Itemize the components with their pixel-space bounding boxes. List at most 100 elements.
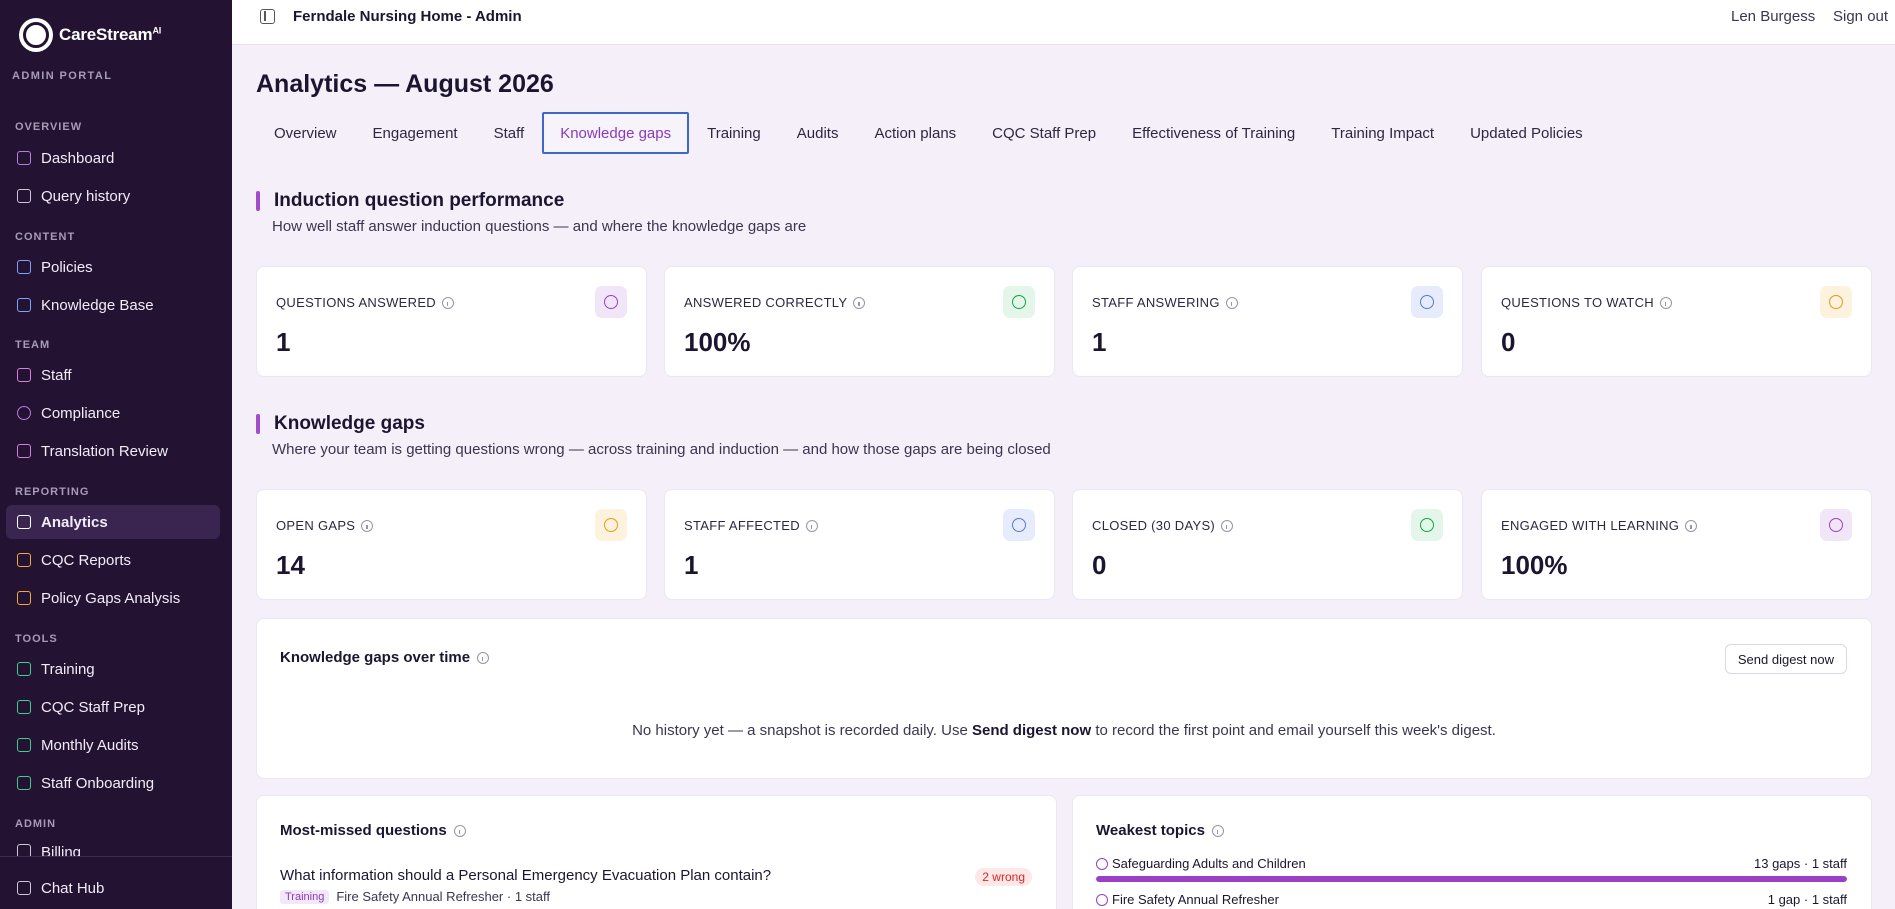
kpi-card-open-gaps: OPEN GAPS 14 (256, 489, 647, 600)
graduation-cap-icon (595, 286, 627, 318)
topic-stat: 13 gaps · 1 staff (1754, 856, 1847, 871)
kpi-label: ANSWERED CORRECTLY (684, 295, 848, 310)
sidebar-item-dashboard[interactable]: Dashboard (6, 141, 220, 175)
brand-suffix: AI (152, 25, 162, 36)
topic-row[interactable]: Safeguarding Adults and Children 13 gaps … (1112, 856, 1847, 871)
gaps-section-subtitle: Where your team is getting questions wro… (272, 441, 1051, 458)
sidebar-item-label: Staff (41, 366, 72, 384)
info-icon[interactable] (853, 296, 866, 309)
gaps-over-time-panel: Knowledge gaps over time Send digest now… (256, 618, 1872, 779)
sidebar-item-knowledge-base[interactable]: Knowledge Base (6, 288, 220, 322)
sidebar-item-translation-review[interactable]: Translation Review (6, 434, 220, 468)
sidebar-item-billing[interactable]: Billing (6, 837, 220, 856)
tab-engagement[interactable]: Engagement (372, 124, 458, 142)
sidebar-item-label: Training (41, 660, 95, 678)
sidebar-item-monthly-audits[interactable]: Monthly Audits (6, 728, 220, 762)
kpi-card-closed-30-days: CLOSED (30 DAYS) 0 (1072, 489, 1463, 600)
tab-action-plans[interactable]: Action plans (874, 124, 957, 142)
graduation-cap-icon (1820, 509, 1852, 541)
sign-out-link[interactable]: Sign out (1833, 8, 1889, 25)
sidebar-item-staff[interactable]: Staff (6, 358, 220, 392)
kpi-card-staff-affected: STAFF AFFECTED 1 (664, 489, 1055, 600)
chat-hub-button[interactable]: Chat Hub (6, 871, 220, 905)
kpi-label: QUESTIONS TO WATCH (1501, 295, 1654, 310)
sidebar-item-label: Monthly Audits (41, 736, 139, 754)
sidebar-item-label: Knowledge Base (41, 296, 154, 314)
sidebar-item-staff-onboarding[interactable]: Staff Onboarding (6, 766, 220, 800)
shield-check-icon (17, 662, 31, 676)
check-circle-icon (17, 406, 31, 420)
info-icon[interactable] (1685, 519, 1698, 532)
tab-effectiveness-of-training[interactable]: Effectiveness of Training (1132, 124, 1296, 142)
send-digest-button[interactable]: Send digest now (1724, 644, 1847, 674)
kpi-label: OPEN GAPS (276, 518, 356, 533)
topic-icon (1096, 894, 1108, 906)
info-icon[interactable] (361, 519, 374, 532)
info-icon[interactable] (453, 824, 466, 837)
kpi-value: 1 (684, 550, 699, 580)
alert-icon (1820, 286, 1852, 318)
check-circle-icon (1003, 286, 1035, 318)
sidebar-item-analytics[interactable]: Analytics (6, 505, 220, 539)
empty-history-message: No history yet — a snapshot is recorded … (257, 722, 1871, 739)
kpi-label: CLOSED (30 DAYS) (1092, 518, 1216, 533)
tab-staff[interactable]: Staff (493, 124, 525, 142)
topic-progress-bar (1096, 876, 1847, 882)
sidebar-item-label: Billing (41, 844, 82, 856)
kpi-card-questions-answered: QUESTIONS ANSWERED 1 (256, 266, 647, 377)
info-icon[interactable] (1225, 296, 1238, 309)
users-icon (1411, 286, 1443, 318)
sidebar-item-label: Staff Onboarding (41, 774, 155, 792)
info-icon[interactable] (1211, 824, 1224, 837)
kpi-label: STAFF ANSWERING (1092, 295, 1220, 310)
sidebar-toggle-icon[interactable] (260, 9, 275, 24)
check-circle-icon (1411, 509, 1443, 541)
topic-icon (1096, 858, 1108, 870)
sidebar-item-policies[interactable]: Policies (6, 250, 220, 284)
tab-overview[interactable]: Overview (274, 124, 337, 142)
sidebar-item-cqc-reports[interactable]: CQC Reports (6, 543, 220, 577)
tab-knowledge-gaps[interactable]: Knowledge gaps (542, 112, 690, 154)
tab-updated-policies[interactable]: Updated Policies (1470, 124, 1583, 142)
sidebar-item-label: Dashboard (41, 149, 115, 167)
nav-section-team: TEAM (15, 339, 51, 351)
missed-question-text[interactable]: What information should a Personal Emerg… (280, 867, 772, 884)
translate-icon (17, 444, 31, 458)
tab-training[interactable]: Training (707, 124, 761, 142)
sidebar-item-cqc-staff-prep[interactable]: CQC Staff Prep (6, 690, 220, 724)
gaps-over-time-title: Knowledge gaps over time (280, 649, 471, 666)
info-icon[interactable] (1659, 296, 1672, 309)
sidebar-item-label: CQC Staff Prep (41, 698, 145, 716)
topic-row[interactable]: Fire Safety Annual Refresher 1 gap · 1 st… (1112, 892, 1847, 907)
carestream-logo-icon (19, 18, 53, 52)
wrong-count-badge: 2 wrong (975, 868, 1032, 886)
alert-icon (595, 509, 627, 541)
info-icon[interactable] (1221, 519, 1234, 532)
sidebar-item-label: Policies (41, 258, 93, 276)
section-accent-bar (256, 414, 260, 434)
info-icon[interactable] (805, 519, 818, 532)
brand-logo[interactable]: CareStreamAI (19, 18, 161, 52)
info-icon[interactable] (441, 296, 454, 309)
sidebar-item-label: Policy Gaps Analysis (41, 589, 181, 607)
induction-section-subtitle: How well staff answer induction question… (272, 218, 807, 235)
user-name[interactable]: Len Burgess (1731, 8, 1816, 25)
nav-section-reporting: REPORTING (15, 486, 90, 498)
tab-audits[interactable]: Audits (796, 124, 839, 142)
tab-training-impact[interactable]: Training Impact (1331, 124, 1435, 142)
gaps-section-title: Knowledge gaps (274, 413, 425, 434)
sidebar-item-query-history[interactable]: Query history (6, 179, 220, 213)
info-icon[interactable] (477, 651, 490, 664)
users-icon (17, 368, 31, 382)
kpi-card-engaged-with-learning: ENGAGED WITH LEARNING 100% (1481, 489, 1872, 600)
nav-section-admin: ADMIN (15, 818, 57, 830)
card-icon (17, 844, 31, 856)
sidebar-item-policy-gaps-analysis[interactable]: Policy Gaps Analysis (6, 581, 220, 615)
empty-message-bold: Send digest now (971, 722, 1092, 739)
sidebar-item-training[interactable]: Training (6, 652, 220, 686)
sidebar-item-label: CQC Reports (41, 551, 132, 569)
sidebar-item-compliance[interactable]: Compliance (6, 396, 220, 430)
induction-section-header: Induction question performance (256, 190, 564, 212)
nav-section-tools: TOOLS (15, 633, 58, 645)
tab-cqc-staff-prep[interactable]: CQC Staff Prep (992, 124, 1097, 142)
